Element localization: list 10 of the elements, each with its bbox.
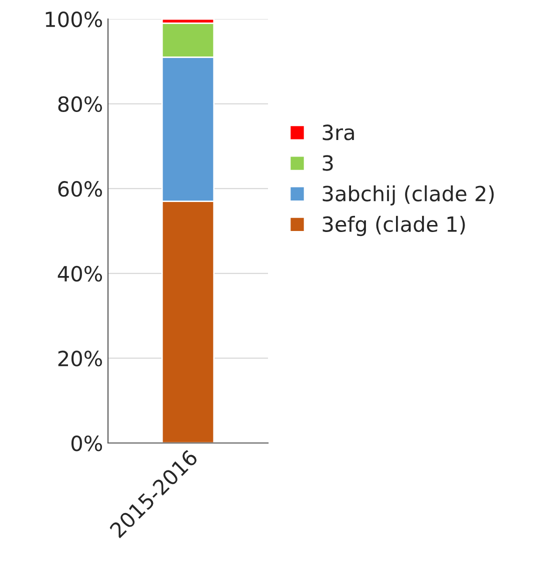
legend-label: 3 [322, 155, 333, 171]
y-tick-label: 40% [58, 266, 102, 282]
legend-label: 3abchij (clade 2) [322, 185, 494, 206]
y-tick-label: 100% [46, 11, 102, 28]
y-tick-label: 0% [71, 435, 102, 452]
y-tick-label: 20% [58, 350, 102, 366]
legend-label: 3ra [322, 124, 354, 140]
legend-label: 3efg (clade 1) [322, 216, 465, 236]
y-tick-label: 80% [58, 96, 102, 112]
y-tick-label: 60% [58, 181, 102, 197]
